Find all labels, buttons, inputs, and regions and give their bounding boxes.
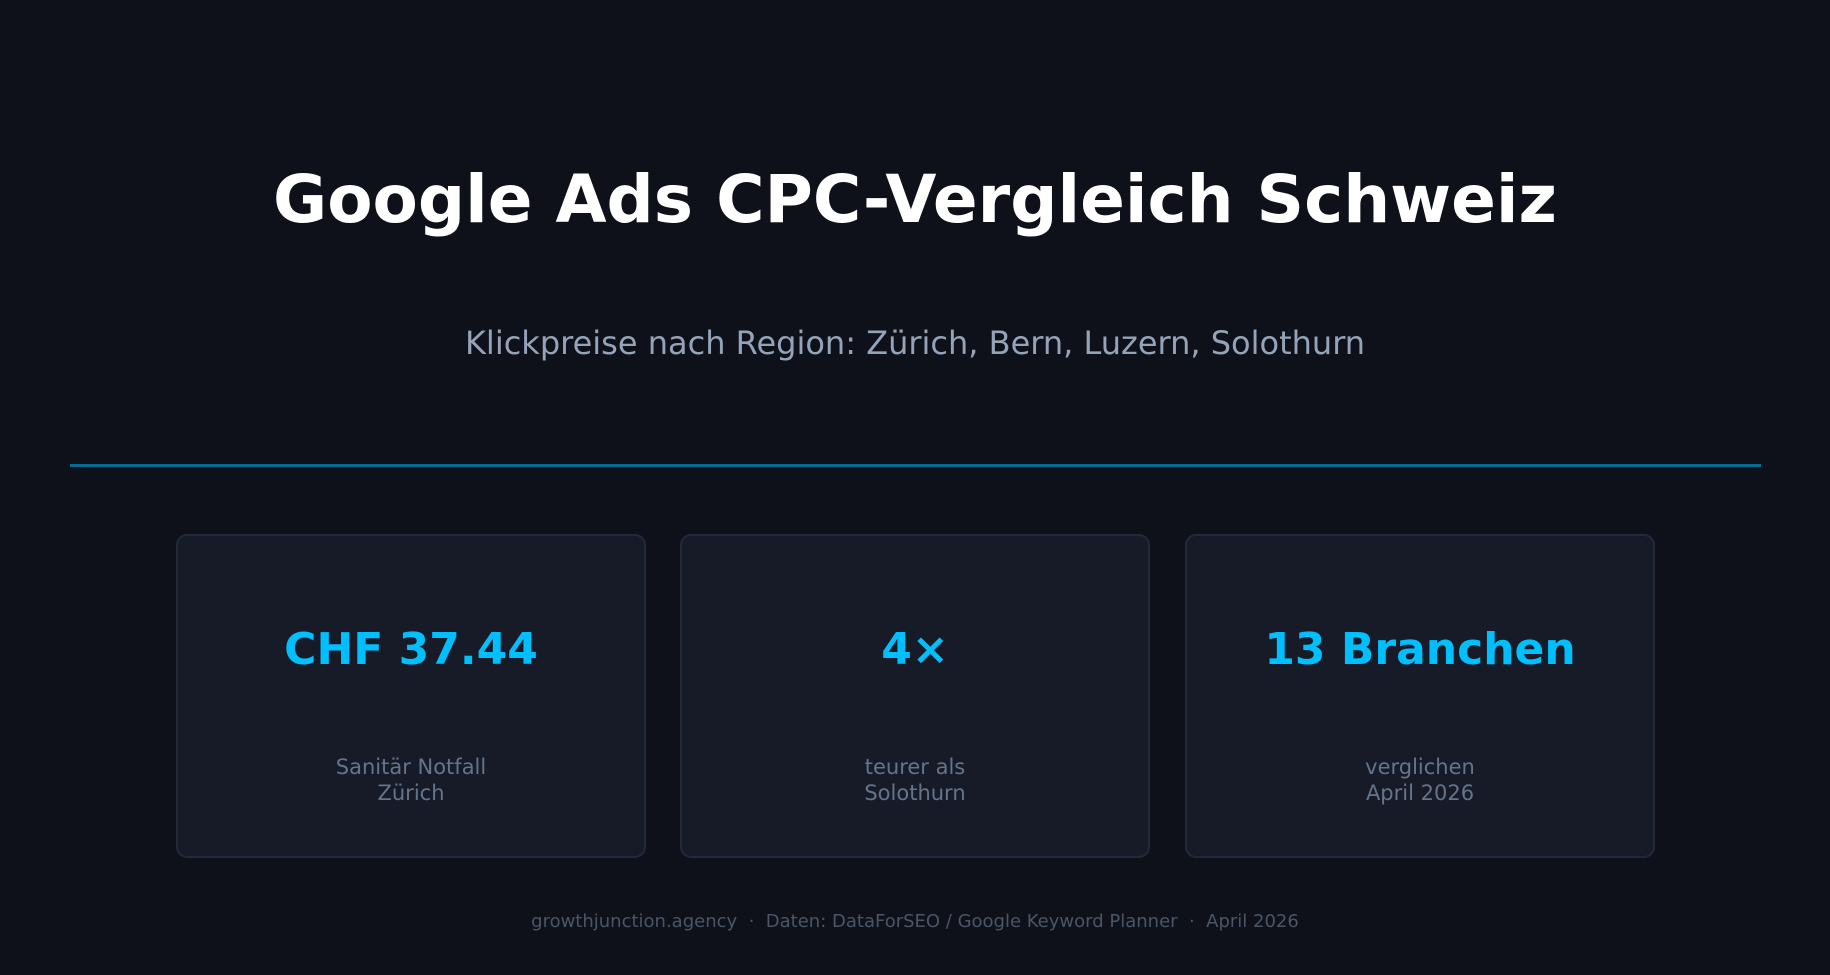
stat-card-price-ratio: 4× teurer als Solothurn [680, 534, 1150, 858]
stat-label-line: Zürich [377, 781, 445, 805]
stat-card-top-cpc: CHF 37.44 Sanitär Notfall Zürich [176, 534, 646, 858]
stat-label: verglichen April 2026 [1187, 754, 1653, 806]
page-subtitle: Klickpreise nach Region: Zürich, Bern, L… [464, 324, 1366, 362]
stat-label: teurer als Solothurn [682, 754, 1148, 806]
stat-label-line: Solothurn [864, 781, 966, 805]
stat-label-line: verglichen [1365, 755, 1475, 779]
stat-value: 4× [881, 624, 949, 675]
stat-label-line: teurer als [864, 755, 966, 779]
stat-label-line: Sanitär Notfall [335, 755, 487, 779]
accent-divider [70, 464, 1761, 467]
stat-label-line: April 2026 [1365, 781, 1475, 805]
stat-card-industries: 13 Branchen verglichen April 2026 [1185, 534, 1655, 858]
footer-source-note: growthjunction.agency · Daten: DataForSE… [531, 911, 1299, 932]
page-title: Google Ads CPC-Vergleich Schweiz [273, 161, 1557, 238]
stat-value: 13 Branchen [1264, 624, 1576, 675]
stat-value: CHF 37.44 [284, 624, 538, 675]
stat-label: Sanitär Notfall Zürich [178, 754, 644, 806]
